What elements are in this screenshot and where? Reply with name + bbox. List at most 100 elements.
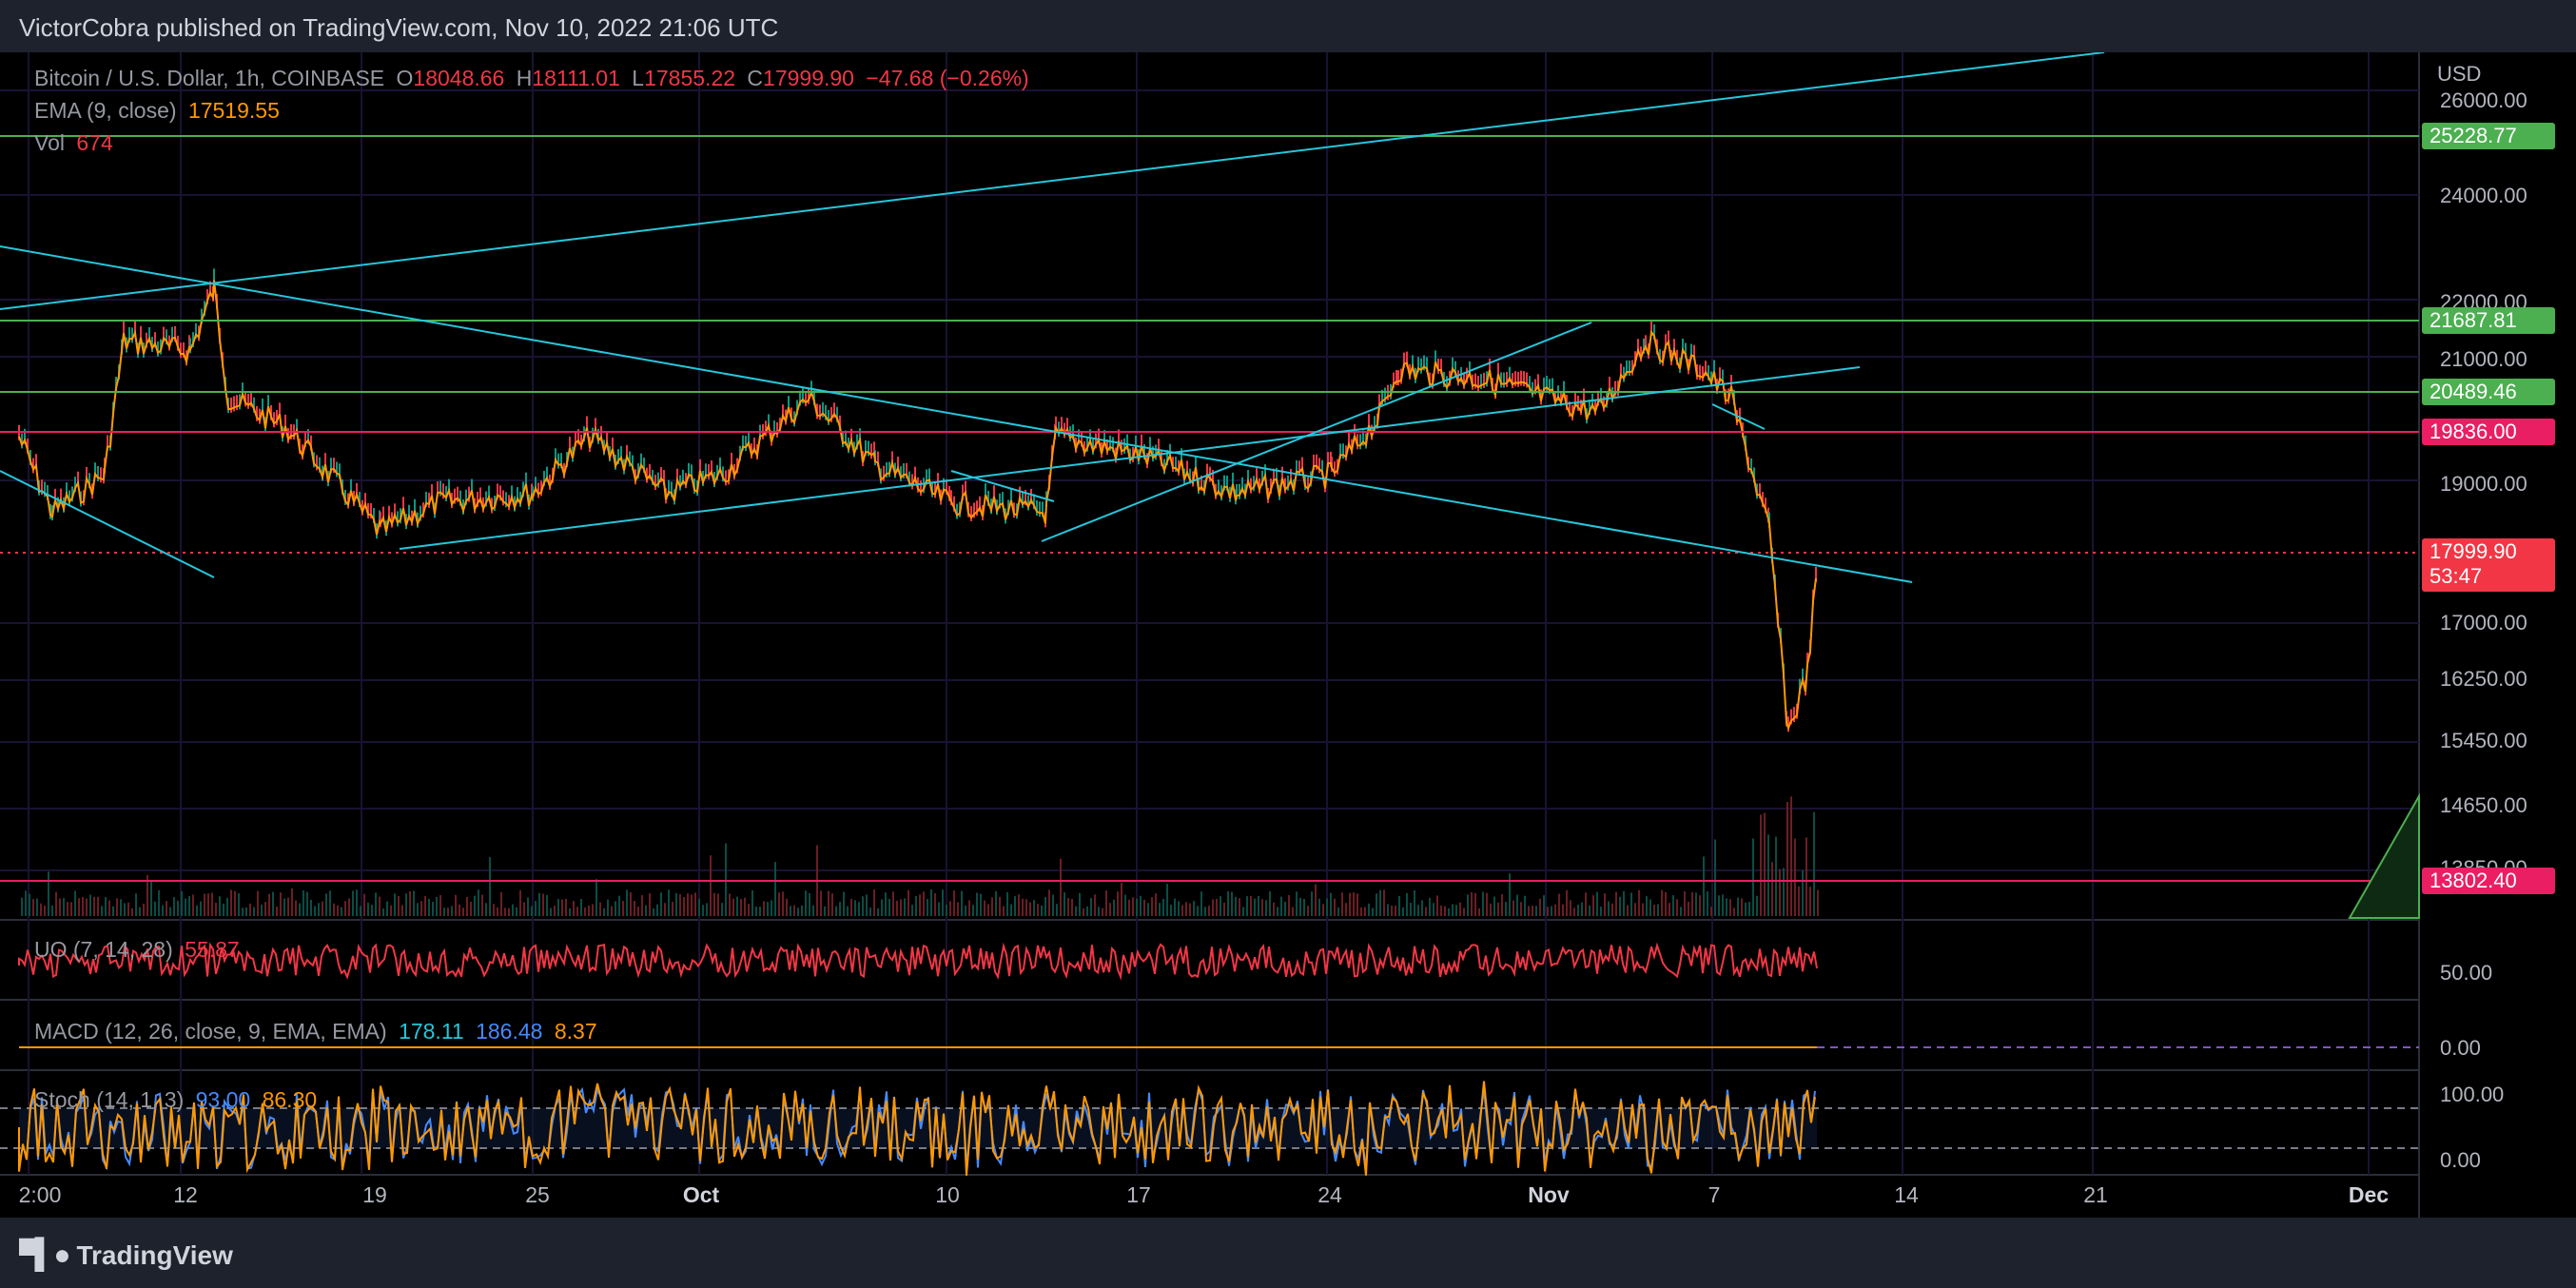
volume-bar [672,901,673,916]
volume-bar [934,892,936,916]
low-value: 17855.22 [644,66,736,90]
volume-bar [1185,902,1187,916]
volume-bar [919,894,921,916]
chart-area[interactable]: Bitcoin / U.S. Dollar, 1h, COINBASE O180… [0,52,2576,1218]
volume-bar [1383,889,1385,916]
currency-label[interactable]: USD [2437,62,2482,86]
volume-bar [1003,906,1005,916]
volume-bar [405,893,407,916]
volume-bar [809,892,810,916]
volume-bar [329,890,331,916]
volume-bar [1265,900,1267,916]
volume-bar [55,891,57,916]
volume-bar [1117,891,1119,916]
volume-bar [417,903,419,916]
volume-bar [1292,907,1294,916]
volume-bar [1726,898,1727,916]
volume-bar [630,892,632,916]
last-price-value: 17999.90 [2430,539,2517,563]
uo-legend[interactable]: UO (7, 14, 28) 55.87 [34,937,245,963]
price-label-support: 20489.46 [2422,379,2555,405]
volume-bar [1566,889,1568,916]
volume-bar [44,906,46,916]
volume-bar [1482,891,1484,916]
volume-bar [1505,902,1507,916]
volume-histogram [21,796,1819,916]
volume-bar [1535,906,1537,916]
volume-bar [154,901,156,916]
volume-bar [531,906,533,916]
time-tick: 17 [1126,1182,1151,1207]
volume-bar [1022,898,1024,916]
volume-bar [987,904,989,916]
volume-bar [702,905,704,916]
volume-bar [653,907,654,916]
stoch-label[interactable]: Stoch (14, 1, 3) [34,1087,185,1112]
macd-label[interactable]: MACD (12, 26, close, 9, EMA, EMA) [34,1019,387,1044]
stoch-legend[interactable]: Stoch (14, 1, 3) 93.00 86.30 [34,1087,322,1113]
ema-legend[interactable]: EMA (9, close) 17519.55 [34,98,285,124]
volume-bar [382,907,384,916]
volume-bar [283,898,285,916]
volume-bar [1512,900,1514,916]
volume-bar [1630,892,1632,916]
volume-bar [911,905,913,916]
volume-bar [1094,894,1096,916]
volume-bar [767,902,769,916]
volume-bar [89,894,91,916]
ema-label[interactable]: EMA (9, close) [34,98,177,123]
volume-bar [135,893,137,916]
volume-bar [1155,893,1157,916]
volume-bar [481,894,483,916]
volume-bar [318,903,320,916]
volume-bar [923,891,925,916]
chart-canvas[interactable] [0,52,2576,1218]
tradingview-logo[interactable]: ▀▍● TradingView [19,1239,233,1272]
volume-bar [401,905,403,916]
volume-bar [398,896,400,916]
volume-bar [694,892,696,916]
last-price-label: 17999.90 53:47 [2422,538,2555,592]
volume-bar [1044,897,1046,916]
volume-bar [801,905,803,916]
volume-bar [873,889,875,916]
macd-legend[interactable]: MACD (12, 26, close, 9, EMA, EMA) 178.11… [34,1019,603,1044]
volume-bar [493,904,495,916]
volume-bar [428,898,430,916]
volume-bar [93,896,95,916]
uo-label[interactable]: UO (7, 14, 28) [34,937,173,962]
volume-bar [1592,895,1594,916]
volume-bar [1356,893,1358,916]
volume-bar [942,889,944,916]
price-tick: 19000.00 [2440,472,2527,496]
volume-bar [1471,891,1473,916]
volume-bar [907,889,909,916]
volume-bar [1509,873,1511,916]
volume-bar [1037,904,1039,916]
vol-legend[interactable]: Vol 674 [34,130,119,156]
volume-bar [687,893,689,916]
volume-bar [1166,884,1168,916]
volume-bar [1589,905,1590,916]
volume-bar [1581,902,1583,916]
volume-bar [1364,907,1366,916]
volume-bar [1181,905,1183,916]
volume-bar [965,906,966,916]
volume-bar [1619,896,1621,916]
volume-bar [1284,901,1286,916]
volume-bar [1208,906,1210,916]
symbol-name[interactable]: Bitcoin / U.S. Dollar, 1h, COINBASE [34,66,385,90]
volume-bar [242,907,244,916]
symbol-legend[interactable]: Bitcoin / U.S. Dollar, 1h, COINBASE O180… [34,66,1035,91]
volume-bar [1345,903,1347,916]
low-label: L [632,66,645,90]
volume-bar [1379,889,1381,916]
volume-bar [348,898,350,916]
volume-bar [432,902,434,916]
volume-bar [249,903,251,916]
volume-bar [850,898,852,916]
volume-bar [854,900,856,916]
volume-bar [1128,899,1130,916]
volume-bar [1703,856,1705,916]
vol-label[interactable]: Vol [34,130,65,155]
